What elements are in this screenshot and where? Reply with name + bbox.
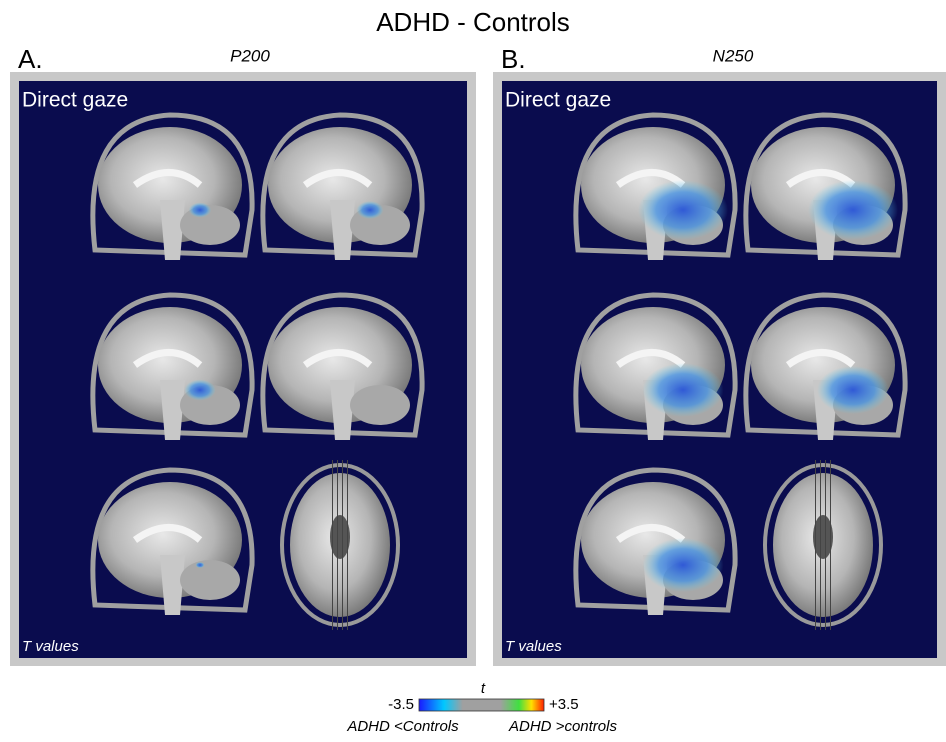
brain-image: [280, 460, 400, 630]
brainstem: [330, 380, 355, 440]
brain-image: [90, 467, 255, 615]
corpus-callosum: [132, 169, 203, 188]
panel-condition: Direct gaze: [505, 89, 611, 112]
panel: A. P200 Direct gaze T values: [10, 44, 476, 666]
skull-outline: [260, 292, 425, 438]
brain-image: [763, 460, 883, 630]
cerebellum: [350, 385, 410, 425]
activation: [817, 366, 889, 414]
brain-image: [260, 292, 425, 440]
brain-image: [573, 112, 738, 260]
skull-outline: [90, 292, 255, 438]
skull-outline: [260, 112, 425, 258]
brain-image: [743, 292, 908, 440]
brainstem: [330, 200, 355, 260]
corpus-callosum: [615, 349, 686, 368]
skull-outline: [573, 467, 738, 613]
activation: [195, 562, 205, 568]
panels: A. P200 Direct gaze T values B. N250 Direct ga…: [10, 44, 946, 666]
colorbar-gradient: [418, 698, 545, 712]
panel-footer: T values: [505, 638, 562, 655]
skull-outline: [573, 112, 738, 258]
brain-image: [573, 292, 738, 440]
skull-outline: [743, 112, 908, 258]
corpus-callosum: [615, 524, 686, 543]
activation: [188, 202, 212, 218]
corpus-callosum: [132, 524, 203, 543]
brainstem: [160, 200, 185, 260]
brainstem: [160, 380, 185, 440]
cerebellum: [180, 560, 240, 600]
brain-image: [90, 112, 255, 260]
figure-title: ADHD - Controls: [376, 7, 570, 37]
activation: [642, 538, 724, 592]
brain-outline: [280, 463, 400, 627]
ventricle: [813, 515, 833, 559]
panel-letter: A.: [18, 44, 43, 74]
brain-image: [90, 292, 255, 440]
skull-outline: [743, 292, 908, 438]
panel-component: N250: [713, 46, 754, 65]
colorbar-max: +3.5: [549, 696, 579, 713]
colorbar-right-caption: ADHD >controls: [508, 718, 617, 735]
skull-outline: [90, 467, 255, 613]
panel-letter: B.: [501, 44, 526, 74]
activation: [808, 180, 898, 240]
corpus-callosum: [132, 349, 203, 368]
brainstem: [160, 555, 185, 615]
corpus-callosum: [785, 349, 856, 368]
panel: B. N250 Direct gaze T values: [493, 44, 946, 666]
colorbar-left-caption: ADHD <Controls: [346, 718, 459, 735]
activation: [356, 201, 384, 219]
activation: [184, 379, 216, 401]
brain-outline: [763, 463, 883, 627]
activation: [642, 363, 724, 417]
brain-image: [743, 112, 908, 260]
panel-component: P200: [230, 46, 270, 65]
panel-footer: T values: [22, 638, 79, 655]
colorbar-label: t: [481, 680, 486, 697]
brain-image: [573, 467, 738, 615]
panel-condition: Direct gaze: [22, 89, 128, 112]
colorbar-min: -3.5: [388, 696, 414, 713]
ventricle: [330, 515, 350, 559]
activation: [638, 180, 728, 240]
corpus-callosum: [302, 169, 373, 188]
skull-outline: [90, 112, 255, 258]
corpus-callosum: [302, 349, 373, 368]
colorbar: t -3.5 +3.5 ADHD <Controls ADHD >control…: [346, 680, 617, 735]
skull-outline: [573, 292, 738, 438]
brain-image: [260, 112, 425, 260]
